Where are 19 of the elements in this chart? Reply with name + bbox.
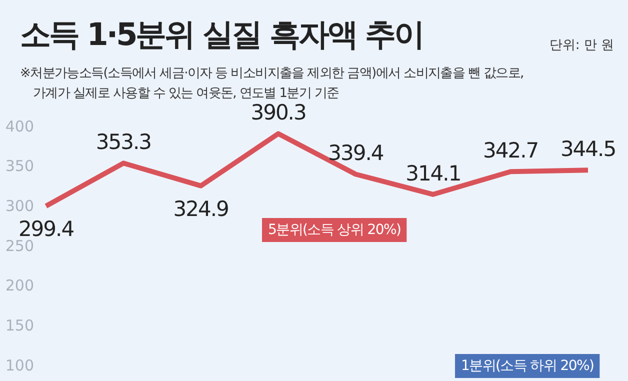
data-label: 342.7 bbox=[483, 138, 538, 163]
y-tick-label: 100 bbox=[5, 356, 34, 374]
text: 단위: 만 원 bbox=[549, 37, 614, 54]
y-tick-label: 200 bbox=[5, 276, 34, 295]
data-label: 390.3 bbox=[250, 100, 306, 125]
y-tick-label: 400 bbox=[5, 117, 34, 136]
data-label: 339.4 bbox=[328, 141, 384, 166]
annotation: ※처분가능소득(소득에서 세금·이자 등 비소비지출을 제외한 금액)에서 소비지출을 뺀 값으로, bbox=[20, 65, 524, 82]
y-tick-label: 300 bbox=[5, 196, 34, 215]
data-label: 324.9 bbox=[173, 196, 228, 221]
y-tick-label: 350 bbox=[5, 157, 34, 176]
data-label: 344.5 bbox=[560, 137, 616, 162]
data-label: 314.1 bbox=[406, 161, 461, 186]
data-label: 353.3 bbox=[96, 130, 151, 154]
annotation: 가계가 실제로 사용할 수 있는 여윳돈, 연도별 1분기 기준 bbox=[33, 85, 339, 102]
text: 1분위(소득 하위 20%) bbox=[461, 358, 594, 374]
text: 5분위(소득 상위 20%) bbox=[268, 222, 401, 238]
y-tick-label: 150 bbox=[5, 316, 34, 335]
text: 소득 1·5분위 실질 흑자액 추이 bbox=[20, 16, 424, 55]
